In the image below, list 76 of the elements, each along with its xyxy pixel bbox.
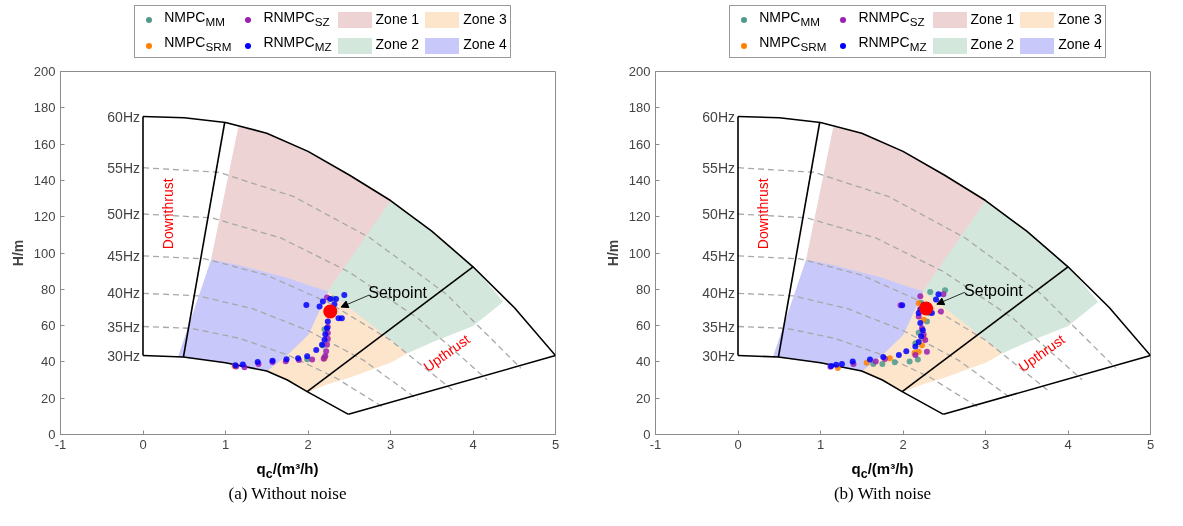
y-axis-title: H/m xyxy=(604,239,621,267)
x-axis-title: q$_{c}$/(m³/h) xyxy=(255,458,320,483)
annotation: Downthrust xyxy=(754,178,771,250)
x-tick-label: 4 xyxy=(469,436,477,452)
x-axis-title: q$_{c}$/(m³/h) xyxy=(850,458,915,483)
annotation: Setpoint xyxy=(368,284,428,302)
y-tick-label: 0 xyxy=(48,426,56,442)
legend-label: Zone 1 xyxy=(969,9,1016,29)
annotation: 35Hz xyxy=(107,318,140,335)
annotation: 50Hz xyxy=(107,205,140,222)
annotation: Setpoint xyxy=(964,281,1024,299)
y-tick-label: 100 xyxy=(33,245,56,261)
legend-label: NMPC$_{SRM}$ xyxy=(163,33,233,56)
y-tick-label: 60 xyxy=(636,318,651,334)
annotation: 60Hz xyxy=(107,108,140,125)
legend-label: Zone 2 xyxy=(969,35,1016,55)
annotation: 60Hz xyxy=(702,108,735,125)
annotation: 40Hz xyxy=(702,285,735,302)
y-tick-label: 60 xyxy=(41,318,56,334)
x-tick-label: 0 xyxy=(734,436,742,452)
y-tick-label: 200 xyxy=(33,63,56,79)
x-tick-label: -1 xyxy=(649,436,662,452)
annotation: 55Hz xyxy=(702,159,735,176)
y-tick-label: 140 xyxy=(33,172,56,188)
y-tick-label: 160 xyxy=(628,136,651,152)
legend-label: RNMPC$_{MZ}$ xyxy=(262,33,333,56)
legend-label: NMPC$_{MM}$ xyxy=(163,8,226,30)
y-tick-label: 20 xyxy=(41,390,56,406)
y-tick-label: 40 xyxy=(636,354,651,370)
y-tick-label: 80 xyxy=(636,281,651,297)
text: (b) With noise xyxy=(832,482,933,505)
x-tick-label: 1 xyxy=(816,436,825,452)
y-tick-label: 100 xyxy=(628,245,651,261)
x-tick-label: 0 xyxy=(139,436,147,452)
annotation: 35Hz xyxy=(702,318,735,335)
legend-label: Zone 3 xyxy=(1057,9,1103,29)
x-tick-label: 1 xyxy=(221,436,230,452)
y-tick-label: 120 xyxy=(33,209,56,225)
x-tick-label: -1 xyxy=(54,436,67,452)
y-axis-title: H/m xyxy=(9,239,26,267)
legend-label: RNMPC$_{SZ}$ xyxy=(262,8,331,30)
x-tick-label: 3 xyxy=(981,436,990,452)
x-tick-label: 4 xyxy=(1064,436,1072,452)
x-tick-label: 2 xyxy=(304,436,312,452)
y-tick-label: 180 xyxy=(33,100,56,116)
y-tick-label: 160 xyxy=(33,136,56,152)
annotation: 45Hz xyxy=(107,247,140,264)
y-tick-label: 180 xyxy=(628,100,651,116)
x-tick-label: 5 xyxy=(1146,436,1155,452)
y-tick-label: 200 xyxy=(628,63,651,79)
legend-label: Zone 2 xyxy=(374,35,421,55)
legend-label: NMPC$_{MM}$ xyxy=(758,8,821,30)
legend-label: Zone 1 xyxy=(374,9,421,29)
y-tick-label: 0 xyxy=(643,426,651,442)
x-tick-label: 5 xyxy=(551,436,560,452)
x-tick-label: 2 xyxy=(899,436,907,452)
y-tick-label: 80 xyxy=(41,281,56,297)
annotation: 50Hz xyxy=(702,205,735,222)
annotation: 40Hz xyxy=(107,285,140,302)
annotation: 30Hz xyxy=(702,347,735,364)
text: (a) Without noise xyxy=(227,482,348,505)
legend-label: RNMPC$_{MZ}$ xyxy=(857,33,928,56)
annotation: 55Hz xyxy=(107,159,140,176)
annotation: 45Hz xyxy=(702,247,735,264)
legend-label: RNMPC$_{SZ}$ xyxy=(857,8,926,30)
y-tick-label: 40 xyxy=(41,354,56,370)
y-tick-label: 20 xyxy=(636,390,651,406)
annotation: 30Hz xyxy=(107,347,140,364)
legend-label: Zone 4 xyxy=(1057,35,1103,55)
y-tick-label: 140 xyxy=(628,172,651,188)
x-tick-label: 3 xyxy=(386,436,395,452)
annotation: Downthrust xyxy=(159,178,176,250)
legend-label: Zone 3 xyxy=(462,9,508,29)
y-tick-label: 120 xyxy=(628,209,651,225)
legend-label: NMPC$_{SRM}$ xyxy=(758,33,828,56)
legend-label: Zone 4 xyxy=(462,35,508,55)
